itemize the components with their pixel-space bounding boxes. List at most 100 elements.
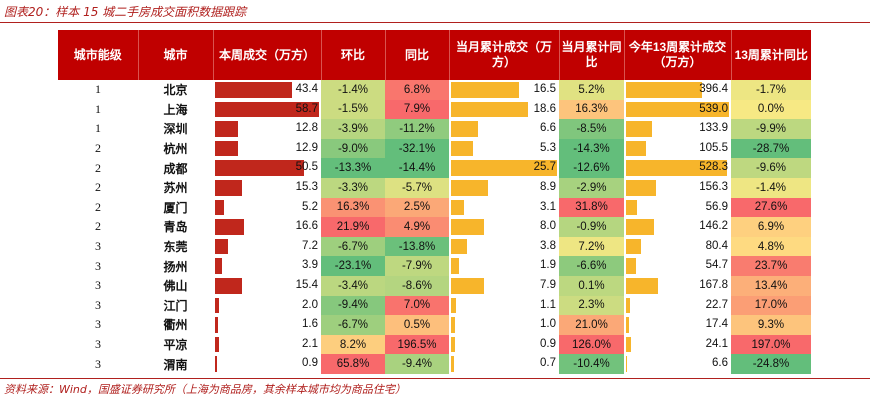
city-cell: 厦门 <box>163 200 188 215</box>
week-volume-cell: 2.0 <box>213 296 321 316</box>
ytd-cumulative-cell: 396.4 <box>624 80 731 100</box>
week-volume-cell: 50.5 <box>213 158 321 178</box>
table-row: 3 江门 2.0 -9.4% 7.0% 1.1 2.3% 22.7 17.0% <box>58 295 811 316</box>
wow-cell: -3.9% <box>321 119 385 139</box>
yoy-cell: -11.2% <box>385 119 449 139</box>
month-yoy-cell: -12.6% <box>559 158 624 178</box>
ytd-yoy-cell: 13.4% <box>731 275 811 296</box>
ytd-cumulative-cell-bar <box>626 101 729 118</box>
month-yoy-cell: 31.8% <box>559 197 624 218</box>
ytd-cumulative-cell-value: 56.9 <box>705 200 728 213</box>
month-cumulative-cell: 18.6 <box>449 100 559 120</box>
yoy-cell: 6.8% <box>385 80 449 100</box>
city-cell: 江门 <box>163 298 188 313</box>
week-volume-cell: 12.8 <box>213 119 321 139</box>
month-cumulative-cell-value: 5.3 <box>540 141 556 154</box>
wow-cell: -1.5% <box>321 99 385 120</box>
tier-cell: 2 <box>95 180 101 195</box>
ytd-cumulative-cell-value: 396.4 <box>699 83 728 95</box>
week-volume-cell-bar <box>215 140 238 157</box>
ytd-cumulative-cell-bar <box>626 121 652 137</box>
wow-cell: -6.7% <box>321 236 385 257</box>
wow-cell: -9.0% <box>321 138 385 159</box>
ytd-cumulative-cell-value: 17.4 <box>705 318 728 331</box>
week-volume-cell-value: 43.4 <box>295 83 318 95</box>
ytd-cumulative-cell-bar <box>626 297 631 314</box>
ytd-cumulative-cell: 156.3 <box>624 178 731 198</box>
yoy-cell: -5.7% <box>385 177 449 198</box>
ytd-cumulative-cell-value: 24.1 <box>705 337 728 350</box>
ytd-cumulative-cell: 167.8 <box>624 276 731 296</box>
tier-cell: 2 <box>95 199 101 214</box>
month-cumulative-cell-bar <box>451 317 456 333</box>
month-cumulative-cell: 5.3 <box>449 139 559 159</box>
month-cumulative-cell: 3.1 <box>449 198 559 218</box>
city-cell: 渭南 <box>163 357 188 372</box>
week-volume-cell-value: 15.3 <box>295 180 318 193</box>
month-cumulative-cell: 0.7 <box>449 354 559 374</box>
ytd-yoy-cell: -28.7% <box>731 138 811 159</box>
month-cumulative-cell: 1.0 <box>449 315 559 335</box>
ytd-cumulative-cell-value: 156.3 <box>699 180 728 193</box>
month-cumulative-cell: 3.8 <box>449 237 559 257</box>
tier-cell: 1 <box>95 82 101 97</box>
table-row: 3 衢州 1.6 -6.7% 0.5% 1.0 21.0% 17.4 9.3% <box>58 315 811 335</box>
month-cumulative-cell-value: 1.9 <box>540 259 556 272</box>
figure-title: 图表20：样本 15 城二手房成交面积数据跟踪 <box>4 5 247 19</box>
week-volume-cell: 3.9 <box>213 256 321 276</box>
month-cumulative-cell: 8.9 <box>449 178 559 198</box>
week-volume-cell: 43.4 <box>213 80 321 100</box>
week-volume-cell: 5.2 <box>213 198 321 218</box>
month-yoy-cell: 5.2% <box>559 80 624 100</box>
wow-cell: -23.1% <box>321 256 385 276</box>
week-volume-cell: 2.1 <box>213 335 321 355</box>
week-volume-cell-bar <box>215 101 319 118</box>
header-ytd-yoy: 13周累计同比 <box>731 30 811 80</box>
week-volume-cell-bar <box>215 219 245 235</box>
city-cell: 青岛 <box>163 220 188 235</box>
week-volume-cell-value: 7.2 <box>302 239 318 252</box>
month-cumulative-cell-bar <box>451 277 484 294</box>
month-cumulative-cell-bar <box>451 356 454 372</box>
ytd-cumulative-cell: 24.1 <box>624 335 731 355</box>
ytd-cumulative-cell: 6.6 <box>624 354 731 374</box>
month-cumulative-cell-bar <box>451 121 479 137</box>
ytd-cumulative-cell: 539.0 <box>624 100 731 120</box>
month-yoy-cell: 7.2% <box>559 236 624 257</box>
yoy-cell: 2.5% <box>385 197 449 218</box>
week-volume-cell: 58.7 <box>213 100 321 120</box>
month-cumulative-cell-bar <box>451 336 455 353</box>
yoy-cell: -14.4% <box>385 158 449 178</box>
table-row: 2 成都 50.5 -13.3% -14.4% 25.7 -12.6% 528.3 -9.6% <box>58 158 811 178</box>
week-volume-cell-value: 0.9 <box>302 357 318 370</box>
table-row: 1 深圳 12.8 -3.9% -11.2% 6.6 -8.5% 133.9 -9.9% <box>58 119 811 139</box>
tier-cell: 2 <box>95 219 101 234</box>
ytd-cumulative-cell-bar <box>626 277 659 294</box>
month-yoy-cell: 126.0% <box>559 334 624 355</box>
month-cumulative-cell-bar <box>451 219 484 235</box>
week-volume-cell: 0.9 <box>213 354 321 374</box>
week-volume-cell-value: 1.6 <box>302 318 318 331</box>
month-cumulative-cell-bar <box>451 238 467 255</box>
header-wow: 环比 <box>321 30 386 80</box>
yoy-cell: -8.6% <box>385 275 449 296</box>
yoy-cell: 7.9% <box>385 99 449 120</box>
month-cumulative-cell-value: 18.6 <box>533 102 556 115</box>
month-cumulative-cell: 6.6 <box>449 119 559 139</box>
ytd-cumulative-cell-value: 54.7 <box>705 259 728 272</box>
week-volume-cell-bar <box>215 238 228 255</box>
ytd-cumulative-cell-value: 167.8 <box>699 278 728 291</box>
month-cumulative-cell-bar <box>451 140 473 157</box>
ytd-cumulative-cell-bar <box>626 356 628 372</box>
month-cumulative-cell-bar <box>451 297 456 314</box>
header-tier: 城市能级 <box>58 30 139 80</box>
month-cumulative-cell: 16.5 <box>449 80 559 100</box>
month-yoy-cell: 0.1% <box>559 275 624 296</box>
tier-cell: 2 <box>95 160 101 175</box>
ytd-cumulative-cell: 146.2 <box>624 217 731 237</box>
week-volume-cell-value: 5.2 <box>302 200 318 213</box>
tier-cell: 1 <box>95 121 101 136</box>
ytd-yoy-cell: 4.8% <box>731 236 811 257</box>
ytd-cumulative-cell-value: 80.4 <box>705 239 728 252</box>
week-volume-cell: 12.9 <box>213 139 321 159</box>
